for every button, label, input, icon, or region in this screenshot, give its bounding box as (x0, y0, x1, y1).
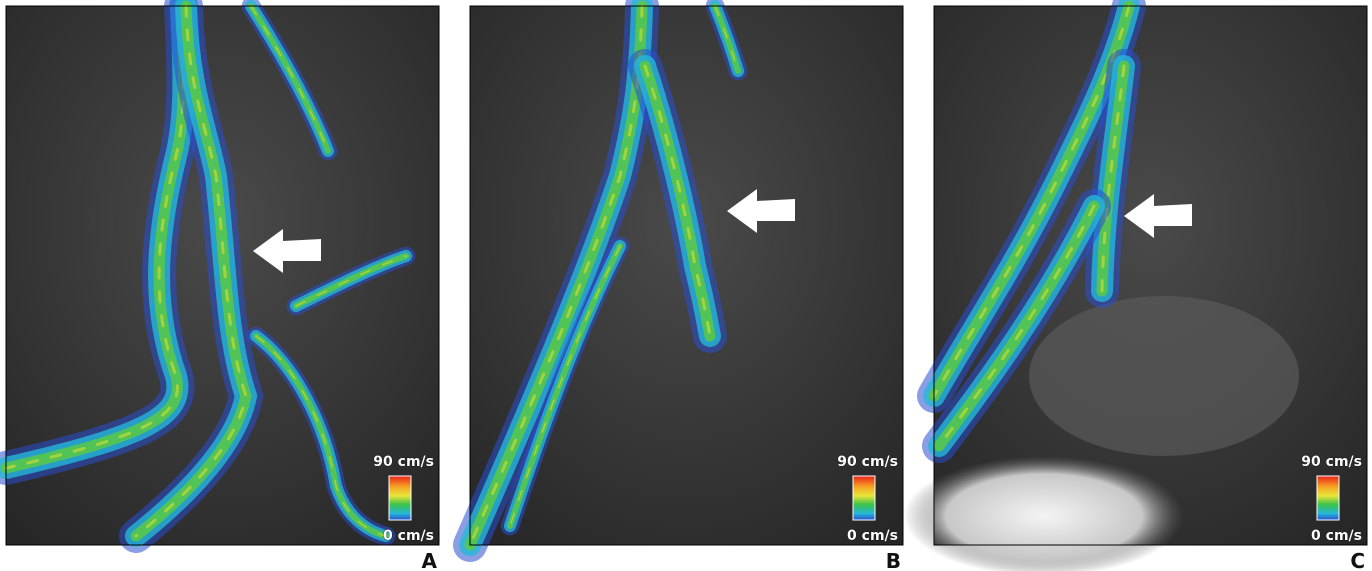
scale-min: 0 cm/s (847, 528, 898, 544)
scale-max: 90 cm/s (373, 454, 434, 470)
color-scale (389, 476, 411, 520)
color-scale (853, 476, 875, 520)
figure: 90 cm/s 0 cm/s A 90 cm/s 0 cm/s B 90 cm/s 0 cm/… (0, 0, 1372, 571)
panel-label: B (886, 549, 901, 571)
page: 90 cm/s 0 cm/s A 90 cm/s 0 cm/s B 90 cm/s 0 cm/… (0, 0, 1372, 571)
panel: 90 cm/s 0 cm/s (6, 6, 439, 545)
panel-label: C (1350, 549, 1365, 571)
scale-min: 0 cm/s (1311, 528, 1362, 544)
bright-region (904, 456, 1184, 571)
organ-shadow (1029, 296, 1299, 456)
panel: 90 cm/s 0 cm/s (470, 6, 903, 545)
scale-max: 90 cm/s (837, 454, 898, 470)
scale-max: 90 cm/s (1301, 454, 1362, 470)
panel: 90 cm/s 0 cm/s (904, 6, 1367, 571)
color-scale (1317, 476, 1339, 520)
panel-label: A (422, 549, 438, 571)
scale-min: 0 cm/s (383, 528, 434, 544)
